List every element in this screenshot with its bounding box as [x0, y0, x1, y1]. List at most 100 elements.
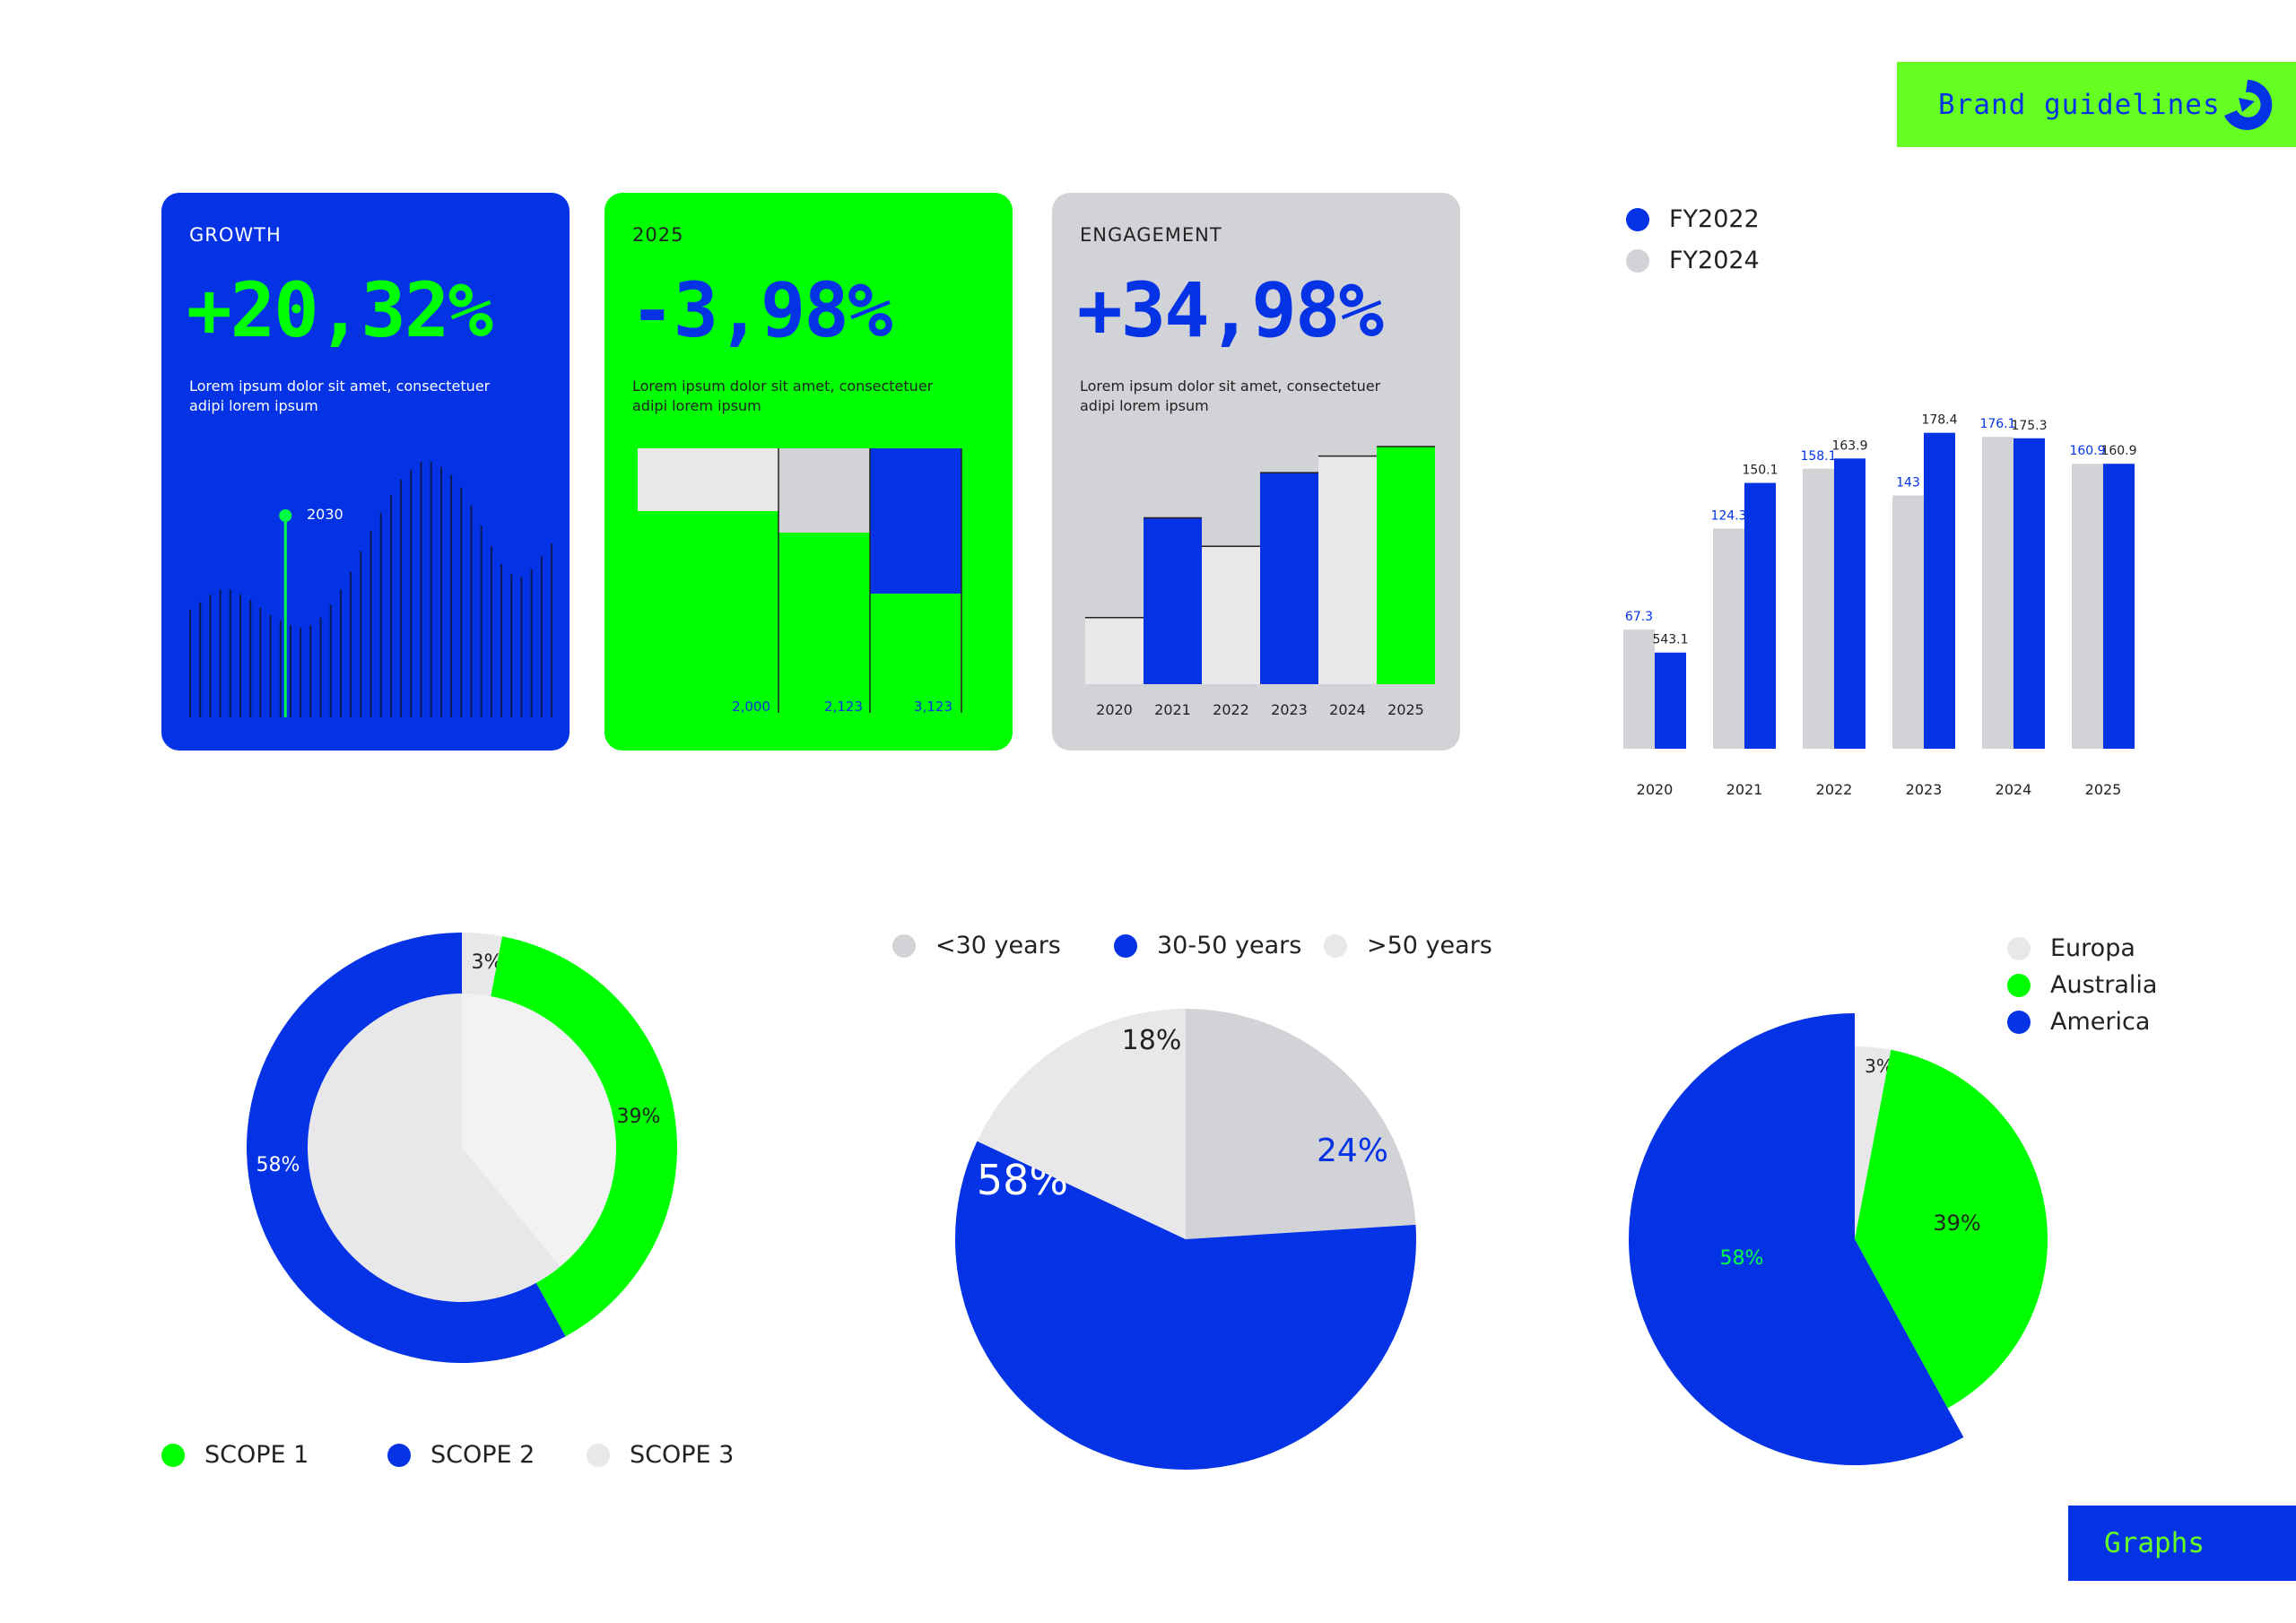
fy2024-data-label: 158.1 — [1800, 449, 1836, 464]
engagement-card: ENGAGEMENT +34,98% Lorem ipsum dolor sit… — [1052, 193, 1460, 751]
tick-label: 2,000 — [732, 699, 770, 715]
engagement-tick-label: 2023 — [1271, 701, 1308, 718]
fy2022-bar — [2013, 438, 2045, 749]
legend-item: >50 years — [1324, 932, 1492, 959]
fy2022-data-label: 543.1 — [1652, 633, 1688, 647]
brand-guidelines-label: Brand guidelines — [1938, 88, 2221, 121]
donut-slice-label: 58% — [257, 1154, 300, 1176]
legend-item: America — [2007, 1008, 2150, 1036]
legend-swatch — [387, 1443, 411, 1467]
legend-label: Australia — [2050, 971, 2158, 999]
legend-swatch — [587, 1443, 610, 1467]
growth-card-value: +20,32% — [187, 266, 493, 354]
legend-label: FY2022 — [1669, 205, 1760, 233]
legend-swatch — [2007, 936, 2031, 960]
donut-slice-label: 39% — [617, 1106, 661, 1128]
fy2022-data-label: 150.1 — [1742, 464, 1778, 478]
marker-dot — [279, 509, 292, 522]
tick-label: 2,123 — [824, 699, 863, 715]
fy2022-data-label: 160.9 — [2100, 444, 2136, 458]
region-pie-chart: 3%39%58% — [1629, 1013, 2048, 1465]
fy2024-data-label: 160.9 — [2069, 444, 2105, 458]
fy2024-data-label: 143 — [1896, 476, 1920, 490]
legend-item: SCOPE 1 — [161, 1441, 309, 1469]
age-slice — [977, 1009, 1186, 1239]
donut-slice — [491, 936, 678, 1337]
engagement-bar — [1202, 546, 1260, 684]
engagement-tick-label: 2022 — [1213, 701, 1249, 718]
engagement-tick-label: 2025 — [1387, 701, 1424, 718]
growth-card: GROWTH +20,32% Lorem ipsum dolor sit ame… — [161, 193, 570, 751]
engagement-tick-label: 2024 — [1329, 701, 1366, 718]
fy-tick-label: 2024 — [1996, 781, 2032, 798]
legend-item: Australia — [2007, 971, 2157, 999]
legend-swatch — [1626, 248, 1649, 273]
block-blue — [870, 448, 961, 594]
legend-item: SCOPE 3 — [587, 1441, 734, 1469]
engagement-bar — [1144, 517, 1202, 684]
legend-item: FY2024 — [1626, 247, 1760, 274]
engagement-tick-label: 2021 — [1154, 701, 1191, 718]
legend-swatch — [1626, 207, 1649, 231]
fy2024-data-label: 176.1 — [1979, 417, 2015, 431]
legend-swatch — [2007, 1010, 2031, 1034]
legend-label: America — [2050, 1008, 2151, 1036]
legend-label: <30 years — [935, 932, 1061, 959]
fy2022-data-label: 163.9 — [1831, 438, 1867, 453]
legend-label: 30-50 years — [1157, 932, 1302, 959]
engagement-card-label: ENGAGEMENT — [1080, 224, 1222, 246]
donut-slice — [247, 933, 566, 1363]
growth-marker-label: 2030 — [307, 506, 344, 523]
region-slice-label: 39% — [1933, 1211, 1980, 1236]
age-slice — [1186, 1009, 1416, 1239]
legend-item: Europa — [2007, 934, 2135, 962]
legend-label: Europa — [2050, 934, 2135, 962]
fy2022-bar — [2103, 464, 2135, 749]
growth-card-label: GROWTH — [189, 224, 282, 246]
engagement-bar — [1085, 617, 1144, 684]
legend-swatch — [892, 933, 916, 958]
tick-label: 3,123 — [914, 699, 952, 715]
engagement-card-value: +34,98% — [1077, 266, 1384, 354]
fy2024-bar — [1713, 528, 1744, 749]
donut-center-highlight — [462, 994, 616, 1267]
engagement-chart: 2020 2021 2022 2023 2024 2025 — [1085, 446, 1435, 718]
legend-item: 30-50 years — [1114, 932, 1301, 959]
legend-item: SCOPE 2 — [387, 1441, 535, 1469]
brand-guidelines-tag: Brand guidelines — [1897, 62, 2296, 147]
legend-label: FY2024 — [1669, 247, 1760, 274]
engagement-bar — [1260, 473, 1318, 684]
fy2022-bar — [1744, 482, 1776, 749]
fy2024-bar — [1982, 437, 2013, 749]
legend-item: <30 years — [892, 932, 1061, 959]
legend-label: SCOPE 2 — [430, 1441, 535, 1469]
block-gray — [778, 448, 870, 533]
region-slice — [1629, 1013, 1964, 1465]
fy2022-data-label: 175.3 — [2011, 419, 2047, 433]
fy2024-data-label: 124.3 — [1710, 509, 1746, 524]
fy2024-bar — [1623, 629, 1655, 749]
fy-tick-label: 2023 — [1906, 781, 1943, 798]
scope-donut-chart: 3%39%58% — [247, 933, 678, 1363]
year-2025-card-label: 2025 — [632, 224, 684, 246]
legend-swatch — [1324, 933, 1347, 958]
region-slice — [1855, 1049, 2048, 1409]
legend-label: SCOPE 3 — [630, 1441, 735, 1469]
age-slice-label: 18% — [1122, 1025, 1182, 1056]
fy-tick-label: 2025 — [2085, 781, 2122, 798]
age-pie-chart: 24%58%18% — [955, 1009, 1416, 1470]
region-slice — [1855, 1046, 1892, 1239]
fy2024-bar — [1892, 495, 1924, 749]
fy2024-bar — [2072, 464, 2103, 749]
fy-tick-label: 2021 — [1726, 781, 1763, 798]
year-2025-card-description: Lorem ipsum dolor sit amet, consectetuer… — [632, 378, 934, 414]
year-2025-card-value: -3,98% — [630, 266, 892, 354]
fy2022-bar — [1924, 432, 1955, 749]
fy2024-data-label: 67.3 — [1625, 610, 1653, 624]
swirl-logo-icon — [2224, 80, 2273, 130]
fy2022-bar — [1834, 458, 1866, 749]
fy-tick-label: 2020 — [1637, 781, 1674, 798]
fy2024-bar — [1803, 468, 1834, 749]
engagement-card-description: Lorem ipsum dolor sit amet, consectetuer… — [1080, 378, 1381, 414]
